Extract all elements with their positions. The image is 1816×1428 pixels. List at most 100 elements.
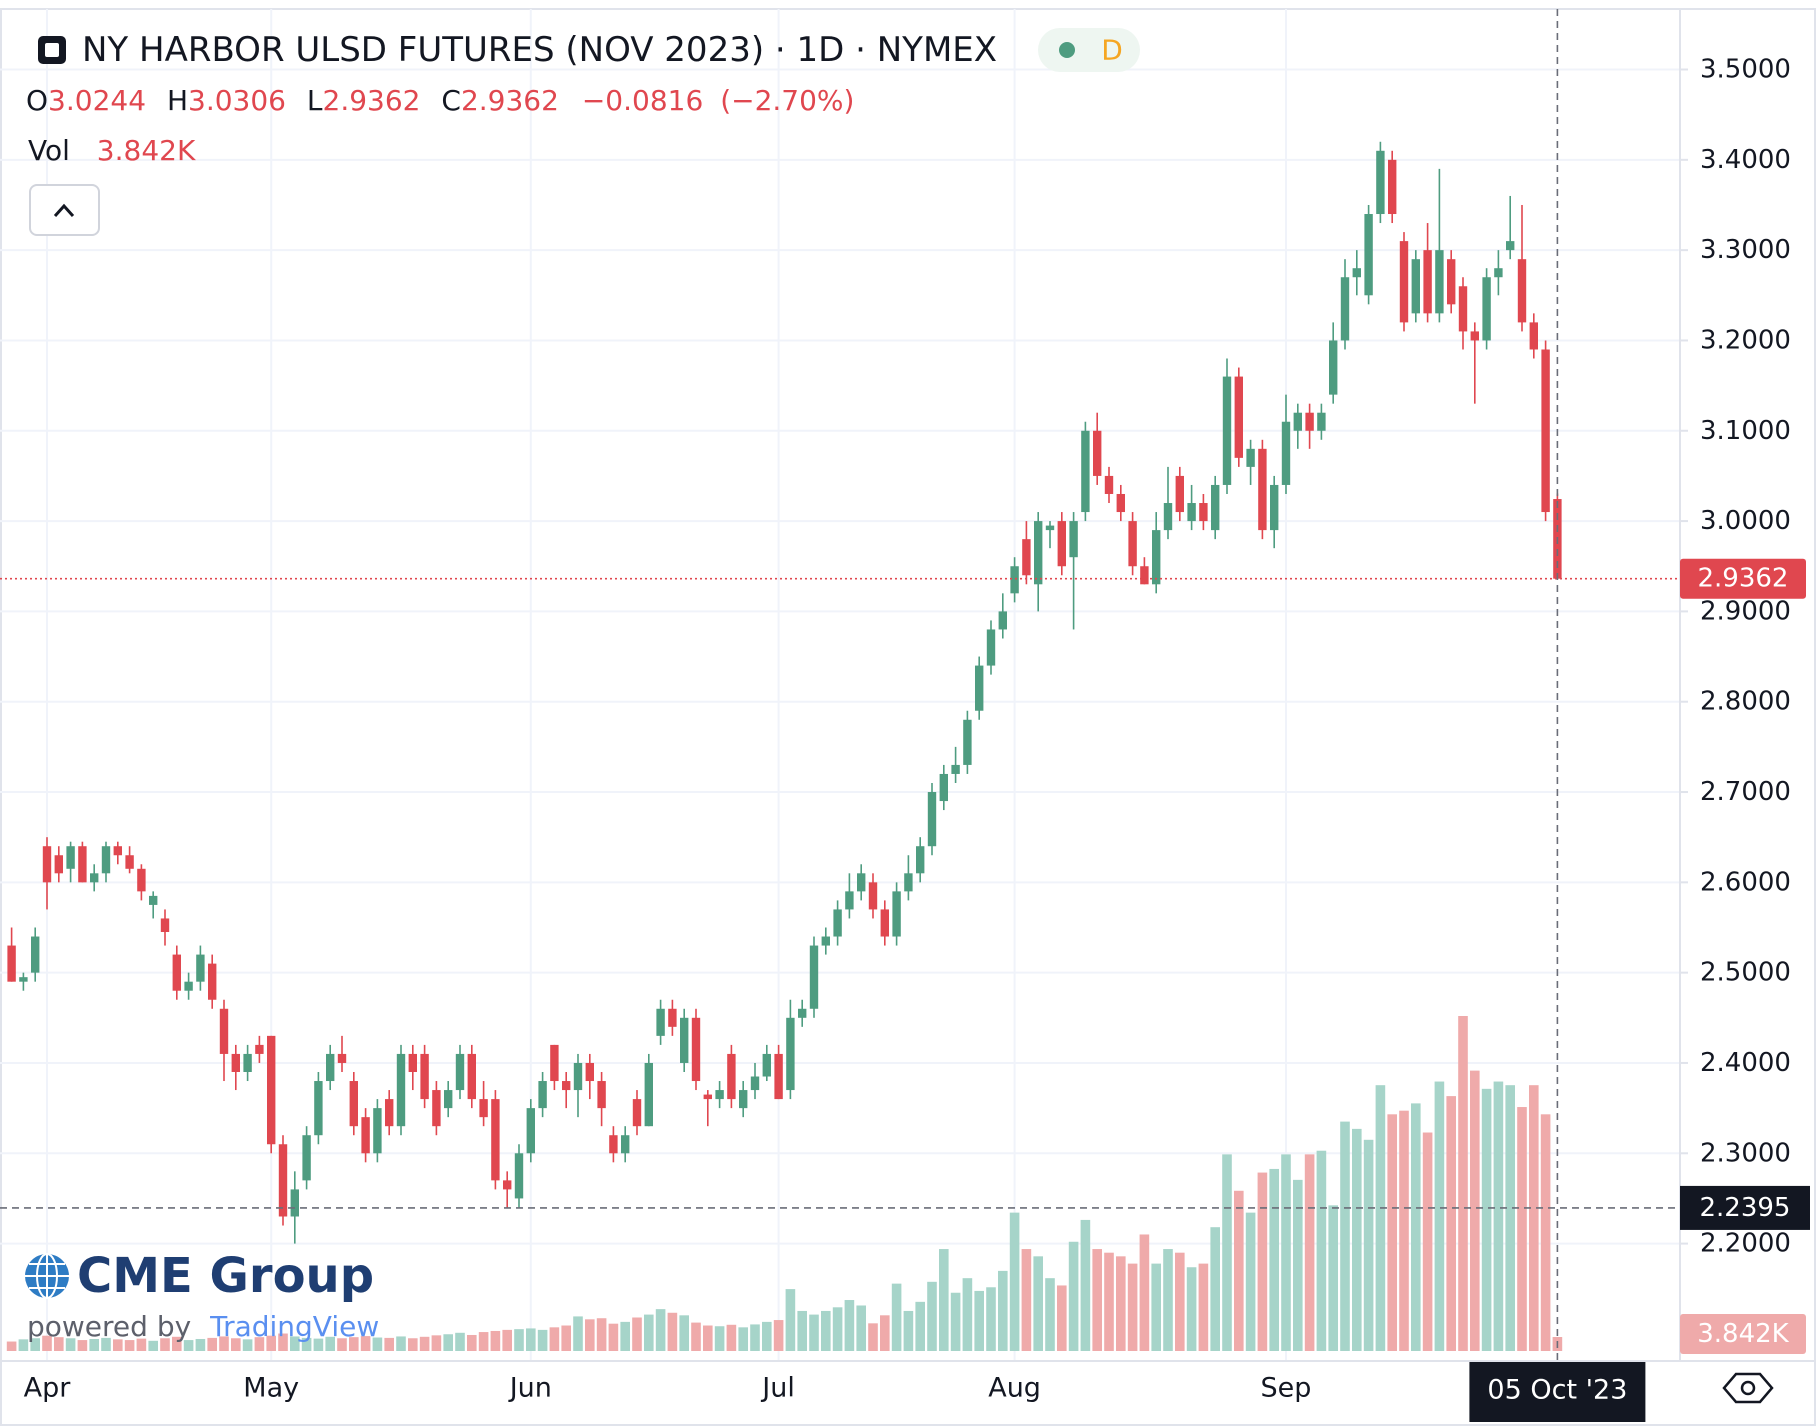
candle-body <box>845 891 854 910</box>
candle-body <box>208 963 217 1000</box>
candle-body <box>337 1053 347 1063</box>
volume-bar <box>632 1317 642 1351</box>
volume-bar <box>1080 1219 1091 1351</box>
candle-body <box>1270 484 1279 531</box>
volume-bar <box>124 1340 135 1351</box>
candle-body <box>975 665 984 711</box>
settings-button[interactable] <box>1722 1372 1774 1404</box>
candle-body <box>715 1090 724 1100</box>
volume-bar <box>773 1320 784 1351</box>
volume-bar <box>231 1338 241 1351</box>
candle-body <box>101 846 111 874</box>
candle-body <box>467 1053 476 1100</box>
collapse-button[interactable] <box>29 184 100 236</box>
candle-body <box>361 1117 370 1154</box>
candle-body <box>538 1081 547 1109</box>
volume-bar <box>1163 1249 1173 1351</box>
volume-bar <box>301 1337 312 1351</box>
volume-bar <box>254 1337 265 1351</box>
chart-title: NY HARBOR ULSD FUTURES (NOV 2023) · 1D ·… <box>82 30 997 70</box>
candle-body <box>1093 430 1102 476</box>
candle-body <box>196 954 205 982</box>
candle-body <box>916 846 925 874</box>
candle-body <box>821 936 830 946</box>
crosshair-date-box <box>1469 1362 1646 1422</box>
candle-body <box>278 1144 288 1217</box>
volume-bar <box>278 1333 288 1351</box>
volume-bar <box>1352 1128 1362 1351</box>
candle-body <box>514 1153 524 1199</box>
y-tick-label: 2.8000 <box>1700 687 1791 717</box>
candle-body <box>1222 376 1232 485</box>
candle-body <box>455 1053 465 1091</box>
candle-body <box>809 945 819 1009</box>
candle-body <box>1211 484 1220 531</box>
candle-body <box>302 1135 311 1181</box>
ohlc-legend: O3.0244 H3.0306 L2.9362 C2.9362 −0.0816 … <box>26 84 854 117</box>
volume-bar <box>1470 1070 1480 1351</box>
status-dot <box>1059 42 1075 58</box>
candle-body <box>1470 331 1479 341</box>
close-value: 2.9362 <box>461 84 559 117</box>
candle-body <box>609 1135 618 1154</box>
candle-body <box>1423 250 1432 314</box>
y-tick-label: 3.3000 <box>1700 235 1791 265</box>
candle-body <box>1447 259 1456 305</box>
x-tick-label: Jul <box>760 1373 795 1404</box>
candle-body <box>1104 475 1114 494</box>
x-tick-label: Sep <box>1261 1373 1312 1404</box>
candle-body <box>668 1008 677 1027</box>
candle-body <box>986 629 996 666</box>
candle-body <box>786 1017 795 1091</box>
candle-body <box>739 1090 748 1109</box>
volume-bar <box>1245 1212 1256 1351</box>
candle-body <box>798 1008 807 1018</box>
volume-bar <box>1186 1267 1197 1351</box>
candle-body <box>444 1090 453 1109</box>
candle-body <box>1234 376 1243 458</box>
volume-bar <box>183 1340 194 1351</box>
volume-bar <box>490 1330 501 1351</box>
candle-body <box>113 846 122 856</box>
volume-bar <box>1151 1263 1161 1351</box>
platform-link[interactable]: TradingView <box>209 1310 379 1343</box>
volume-bar <box>998 1270 1008 1351</box>
y-tick-label: 3.4000 <box>1700 145 1791 175</box>
volume-bar <box>1375 1085 1386 1351</box>
volume-bar <box>18 1339 29 1351</box>
volume-bar <box>703 1325 713 1351</box>
volume-bar <box>1068 1241 1079 1351</box>
y-tick-label: 3.2000 <box>1700 325 1791 355</box>
volume-legend: Vol 3.842K <box>28 134 196 167</box>
volume-bar <box>30 1338 40 1351</box>
volume-bar <box>502 1329 512 1351</box>
candle-body <box>951 764 960 774</box>
volume-bar <box>77 1340 88 1351</box>
candle-body <box>727 1053 736 1100</box>
brand-logo: CME Group <box>77 1248 374 1304</box>
candle-body <box>231 1053 240 1072</box>
volume-bar <box>42 1335 52 1351</box>
volume-bar <box>596 1318 607 1351</box>
volume-bar <box>939 1249 949 1351</box>
volume-bar <box>620 1321 630 1351</box>
candle-body <box>290 1189 299 1217</box>
volume-bar <box>419 1336 430 1351</box>
interval-badge[interactable] <box>1038 28 1140 72</box>
candle-body <box>1329 340 1338 395</box>
candle-body <box>1293 412 1302 431</box>
volume-bar <box>372 1337 383 1351</box>
volume-bar <box>1009 1212 1020 1351</box>
volume-bar <box>1281 1154 1291 1351</box>
volume-bar <box>691 1322 701 1351</box>
candle-body <box>1152 530 1161 585</box>
candle-body <box>1163 503 1173 531</box>
volume-bar <box>750 1324 760 1351</box>
candle-body <box>160 918 170 933</box>
volume-bar <box>585 1319 595 1351</box>
volume-bar <box>101 1337 111 1351</box>
candle-body <box>1187 503 1196 522</box>
candle-body <box>491 1099 500 1181</box>
volume-bar <box>1316 1150 1327 1351</box>
